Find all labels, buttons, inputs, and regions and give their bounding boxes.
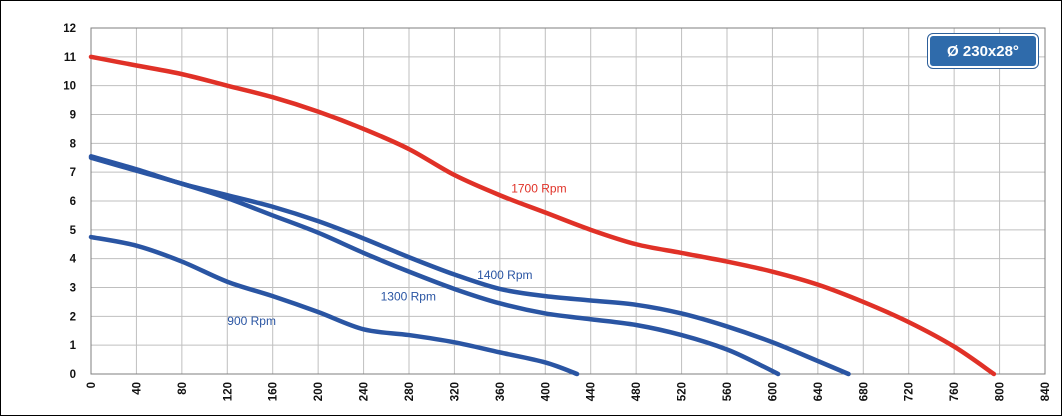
x-tick-label: 240 xyxy=(359,382,371,401)
x-tick-label: 840 xyxy=(1040,382,1052,401)
y-tick-label: 4 xyxy=(70,254,77,266)
y-tick-label: 11 xyxy=(64,52,77,64)
series-layer xyxy=(88,54,997,377)
series-line-1300-rpm xyxy=(88,155,781,377)
x-tick-label: 400 xyxy=(540,382,552,401)
x-tick-label: 120 xyxy=(222,382,234,401)
x-tick-label: 520 xyxy=(677,382,689,401)
x-tick-label: 40 xyxy=(131,382,143,395)
x-tick-label: 80 xyxy=(177,382,189,395)
x-tick-label: 560 xyxy=(722,382,734,401)
axis-labels: 0 40 80 120 160 200 240 280 320 360 400 440 480 520 56… xyxy=(63,23,1052,401)
x-tick-label: 160 xyxy=(268,382,280,401)
x-tick-label: 0 xyxy=(86,382,98,388)
x-tick-label: 280 xyxy=(404,382,416,401)
x-tick-label: 680 xyxy=(858,382,870,401)
x-tick-label: 360 xyxy=(495,382,507,401)
series-line-1400-rpm xyxy=(88,154,851,377)
y-tick-label: 2 xyxy=(70,311,76,323)
y-tick-label: 3 xyxy=(70,283,76,295)
series-label-1400-rpm: 1400 Rpm xyxy=(477,268,532,282)
y-tick-label: 7 xyxy=(70,167,76,179)
diameter-badge: Ø 230x28° xyxy=(927,33,1039,69)
x-tick-label: 640 xyxy=(813,382,825,401)
y-tick-label: 10 xyxy=(63,81,76,93)
x-tick-label: 320 xyxy=(449,382,461,401)
y-tick-label: 12 xyxy=(63,23,76,35)
x-tick-label: 800 xyxy=(995,382,1007,401)
y-tick-label: 8 xyxy=(70,138,77,150)
y-tick-label: 1 xyxy=(70,340,77,352)
y-tick-label: 9 xyxy=(70,110,76,122)
series-line-900-rpm xyxy=(88,234,580,377)
x-tick-label: 480 xyxy=(631,382,643,401)
x-tick-label: 600 xyxy=(767,382,779,401)
series-labels: 1700 Rpm 1400 Rpm 1300 Rpm 900 Rpm xyxy=(227,181,566,328)
y-tick-label: 6 xyxy=(70,196,76,208)
x-tick-label: 200 xyxy=(313,382,325,401)
x-tick-label: 760 xyxy=(949,382,961,401)
series-line-1700-rpm xyxy=(88,54,997,377)
series-label-900-rpm: 900 Rpm xyxy=(227,314,276,328)
plot-border xyxy=(90,27,1046,375)
x-tick-label: 720 xyxy=(904,382,916,401)
series-label-1300-rpm: 1300 Rpm xyxy=(381,289,436,303)
y-tick-label: 5 xyxy=(70,225,77,237)
y-tick-label: 0 xyxy=(70,369,76,381)
series-label-1700-rpm: 1700 Rpm xyxy=(511,181,566,195)
x-tick-label: 440 xyxy=(586,382,598,401)
